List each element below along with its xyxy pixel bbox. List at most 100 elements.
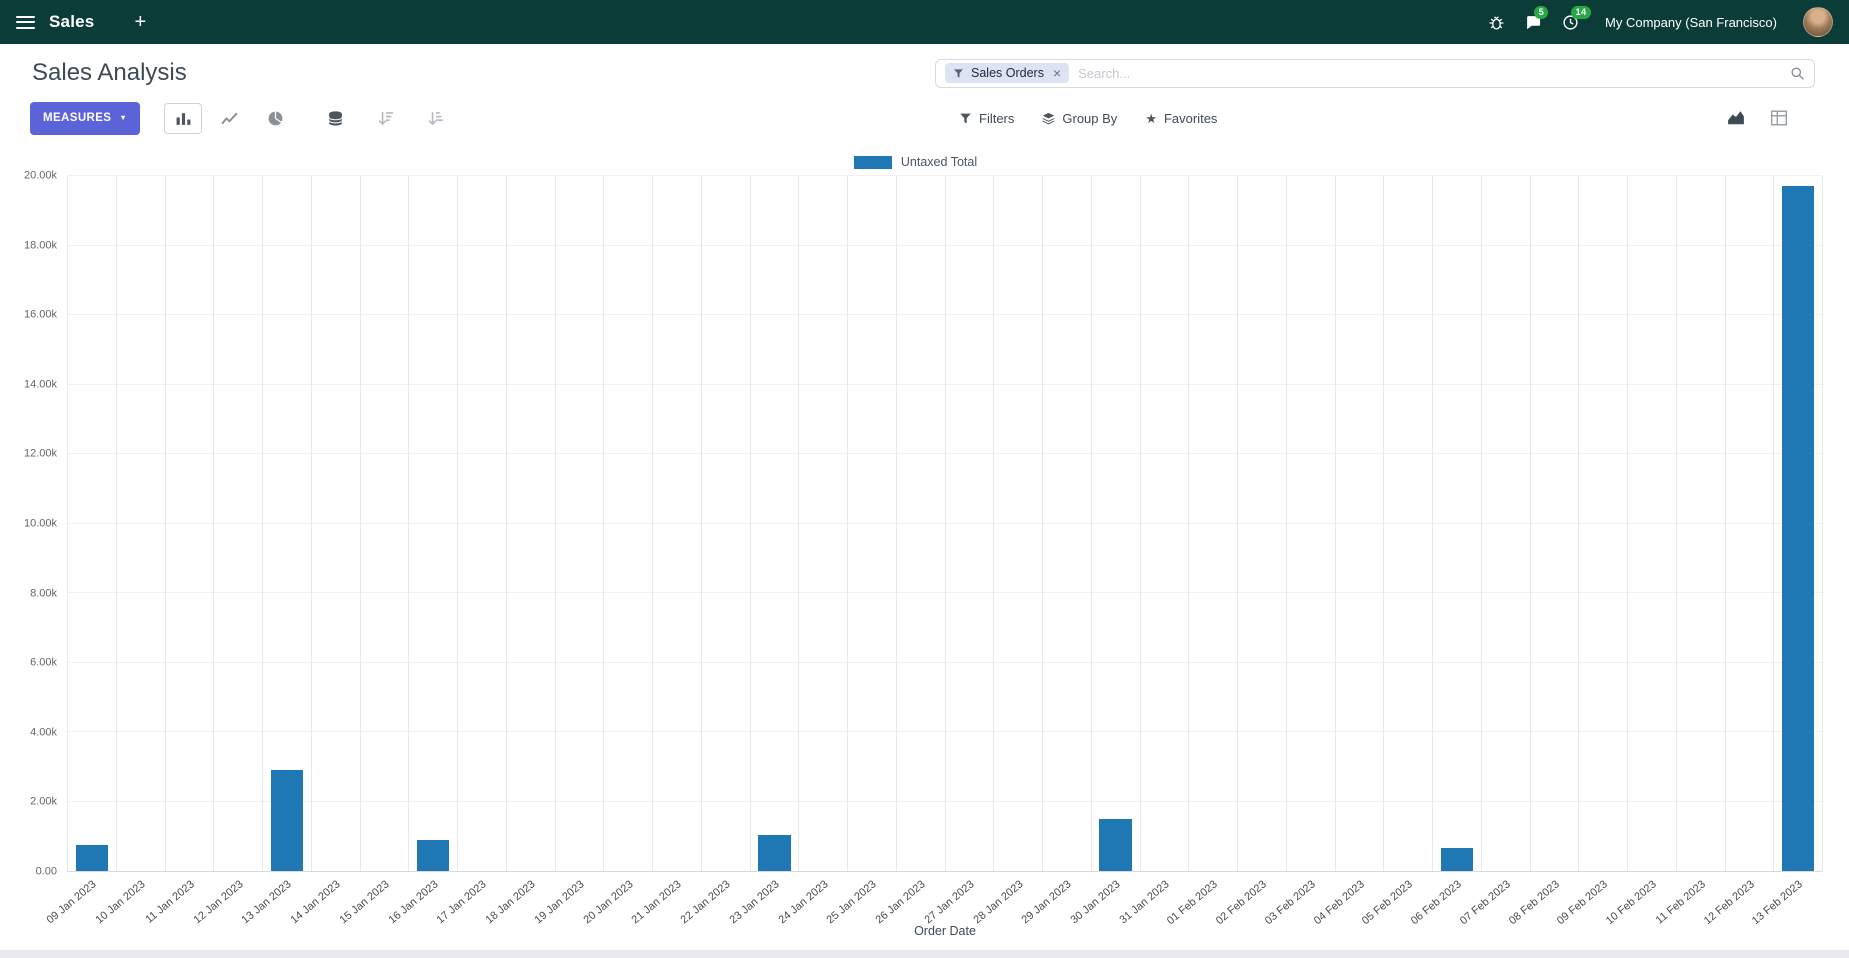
x-axis-label: 10 Feb 2023 bbox=[1603, 878, 1659, 928]
chart-column: 07 Feb 2023 bbox=[1458, 176, 1530, 927]
favorites-label: Favorites bbox=[1163, 110, 1218, 126]
x-axis-label: 11 Feb 2023 bbox=[1653, 878, 1708, 927]
x-axis-label: 03 Feb 2023 bbox=[1262, 878, 1318, 928]
chart-bar[interactable] bbox=[1781, 186, 1815, 871]
debug-menu-button[interactable] bbox=[1488, 14, 1505, 31]
top-navbar: Sales + 5 14 My C bbox=[0, 0, 1849, 44]
chart-bar[interactable] bbox=[1099, 818, 1132, 871]
line-chart-button[interactable] bbox=[210, 103, 248, 134]
x-axis-label: 04 Feb 2023 bbox=[1311, 878, 1367, 928]
x-axis-title: Order Date bbox=[914, 924, 976, 938]
pivot-table-icon bbox=[1770, 110, 1788, 126]
chart-column: 28 Jan 2023 bbox=[971, 176, 1042, 926]
pivot-view-button[interactable] bbox=[1759, 103, 1799, 134]
chart-column: 06 Feb 2023 bbox=[1409, 176, 1481, 927]
control-panel: Sales Analysis Sales Orders × bbox=[0, 44, 1849, 143]
chart-column: 13 Jan 2023 bbox=[240, 176, 311, 926]
x-axis-label: 14 Jan 2023 bbox=[288, 878, 343, 927]
y-axis-tick: 12.00k bbox=[23, 447, 57, 460]
chart-column: 21 Jan 2023 bbox=[630, 176, 701, 926]
sort-descending-button[interactable] bbox=[366, 103, 404, 134]
breadcrumb-row: Sales Analysis Sales Orders × bbox=[16, 58, 1833, 88]
chart-column: 08 Feb 2023 bbox=[1506, 176, 1579, 927]
sort-ascending-button[interactable] bbox=[416, 103, 454, 134]
pie-chart-icon bbox=[268, 111, 283, 125]
chart-option-buttons bbox=[316, 103, 454, 134]
page-bottom-edge bbox=[0, 950, 1849, 958]
chart-column: 31 Jan 2023 bbox=[1117, 176, 1189, 926]
page-title: Sales Analysis bbox=[32, 59, 187, 86]
favorites-button[interactable]: ★ Favorites bbox=[1137, 105, 1225, 132]
chart-bar[interactable] bbox=[758, 834, 791, 871]
chart-column: 17 Jan 2023 bbox=[435, 176, 506, 926]
stacked-icon bbox=[328, 110, 343, 126]
apps-menu-button[interactable] bbox=[16, 15, 35, 29]
x-axis-label: 24 Jan 2023 bbox=[776, 878, 831, 927]
search-options: Filters Group By ★ Favorites bbox=[951, 101, 1225, 135]
group-by-button[interactable]: Group By bbox=[1034, 105, 1125, 132]
activities-button[interactable]: 14 bbox=[1562, 5, 1591, 31]
pie-chart-button[interactable] bbox=[256, 103, 294, 134]
bar-chart-button[interactable] bbox=[164, 102, 203, 134]
chart-column: 27 Jan 2023 bbox=[922, 176, 994, 926]
chart-column: 10 Jan 2023 bbox=[94, 176, 165, 926]
x-axis-label: 28 Jan 2023 bbox=[971, 878, 1026, 927]
messages-button[interactable]: 5 bbox=[1525, 5, 1549, 31]
chart-legend[interactable]: Untaxed Total bbox=[8, 155, 1823, 169]
x-axis-label: 17 Jan 2023 bbox=[434, 878, 489, 927]
chart-column: 22 Jan 2023 bbox=[679, 176, 750, 926]
group-by-label: Group By bbox=[1062, 110, 1118, 126]
chart-column: 24 Jan 2023 bbox=[776, 176, 847, 926]
chevron-down-icon: ▼ bbox=[119, 113, 128, 123]
menu-icon bbox=[16, 21, 35, 23]
plus-button[interactable]: + bbox=[128, 11, 152, 33]
chart-bar[interactable] bbox=[416, 839, 450, 871]
chart-column: 03 Feb 2023 bbox=[1263, 176, 1335, 927]
stacked-toggle-button[interactable] bbox=[316, 103, 354, 134]
layer-group-icon bbox=[1042, 112, 1055, 124]
view-switcher bbox=[1716, 101, 1799, 135]
search-input[interactable] bbox=[1069, 65, 1790, 81]
filters-button[interactable]: Filters bbox=[951, 105, 1022, 132]
chart-bar[interactable] bbox=[270, 770, 304, 871]
x-axis-label: 15 Jan 2023 bbox=[337, 878, 392, 927]
x-axis-label: 16 Jan 2023 bbox=[386, 878, 441, 927]
app-name[interactable]: Sales bbox=[49, 12, 95, 31]
chart-column: 02 Feb 2023 bbox=[1214, 176, 1286, 927]
chart-column: 09 Jan 2023 bbox=[45, 176, 116, 926]
chart-column: 14 Jan 2023 bbox=[289, 176, 360, 926]
chart-column: 05 Feb 2023 bbox=[1360, 176, 1432, 927]
chart-column: 20 Jan 2023 bbox=[581, 176, 652, 926]
y-axis-tick: 20.00k bbox=[23, 169, 57, 182]
company-switcher[interactable]: My Company (San Francisco) bbox=[1599, 14, 1783, 31]
y-axis-tick: 8.00k bbox=[30, 587, 57, 600]
facet-remove-button[interactable]: × bbox=[1052, 65, 1062, 81]
user-avatar[interactable] bbox=[1803, 7, 1833, 37]
y-axis-tick: 6.00k bbox=[30, 656, 57, 669]
y-axis-tick: 10.00k bbox=[23, 517, 57, 530]
chart-column: 25 Jan 2023 bbox=[825, 176, 896, 926]
search-facet: Sales Orders × bbox=[945, 63, 1070, 83]
chart-column: 23 Jan 2023 bbox=[727, 176, 799, 926]
chart-column: 13 Feb 2023 bbox=[1750, 176, 1822, 927]
x-axis-label: 08 Feb 2023 bbox=[1506, 878, 1562, 928]
x-axis-label: 12 Feb 2023 bbox=[1701, 878, 1757, 928]
x-axis-label: 18 Jan 2023 bbox=[483, 878, 538, 927]
filter-funnel-icon bbox=[954, 68, 963, 78]
chart-bar[interactable] bbox=[1440, 848, 1474, 871]
legend-swatch bbox=[853, 155, 892, 169]
chart-bar[interactable] bbox=[75, 844, 109, 871]
bar-chart-icon bbox=[176, 112, 191, 125]
chart-column: 11 Feb 2023 bbox=[1653, 176, 1725, 927]
y-axis: 0.00 2.00k 4.00k 6.00k 8.00k 10.00k 12.00k 14.0… bbox=[8, 170, 67, 877]
search-icon bbox=[1791, 66, 1804, 80]
graph-view-button[interactable] bbox=[1716, 103, 1756, 134]
measures-button[interactable]: MEASURES ▼ bbox=[30, 101, 141, 135]
x-axis-label: 12 Jan 2023 bbox=[191, 878, 246, 927]
bug-icon bbox=[1489, 16, 1504, 30]
search-submit-button[interactable] bbox=[1790, 66, 1805, 81]
x-axis-label: 11 Jan 2023 bbox=[142, 878, 197, 926]
chart-type-switcher bbox=[164, 102, 294, 134]
sort-descending-icon bbox=[378, 111, 393, 125]
